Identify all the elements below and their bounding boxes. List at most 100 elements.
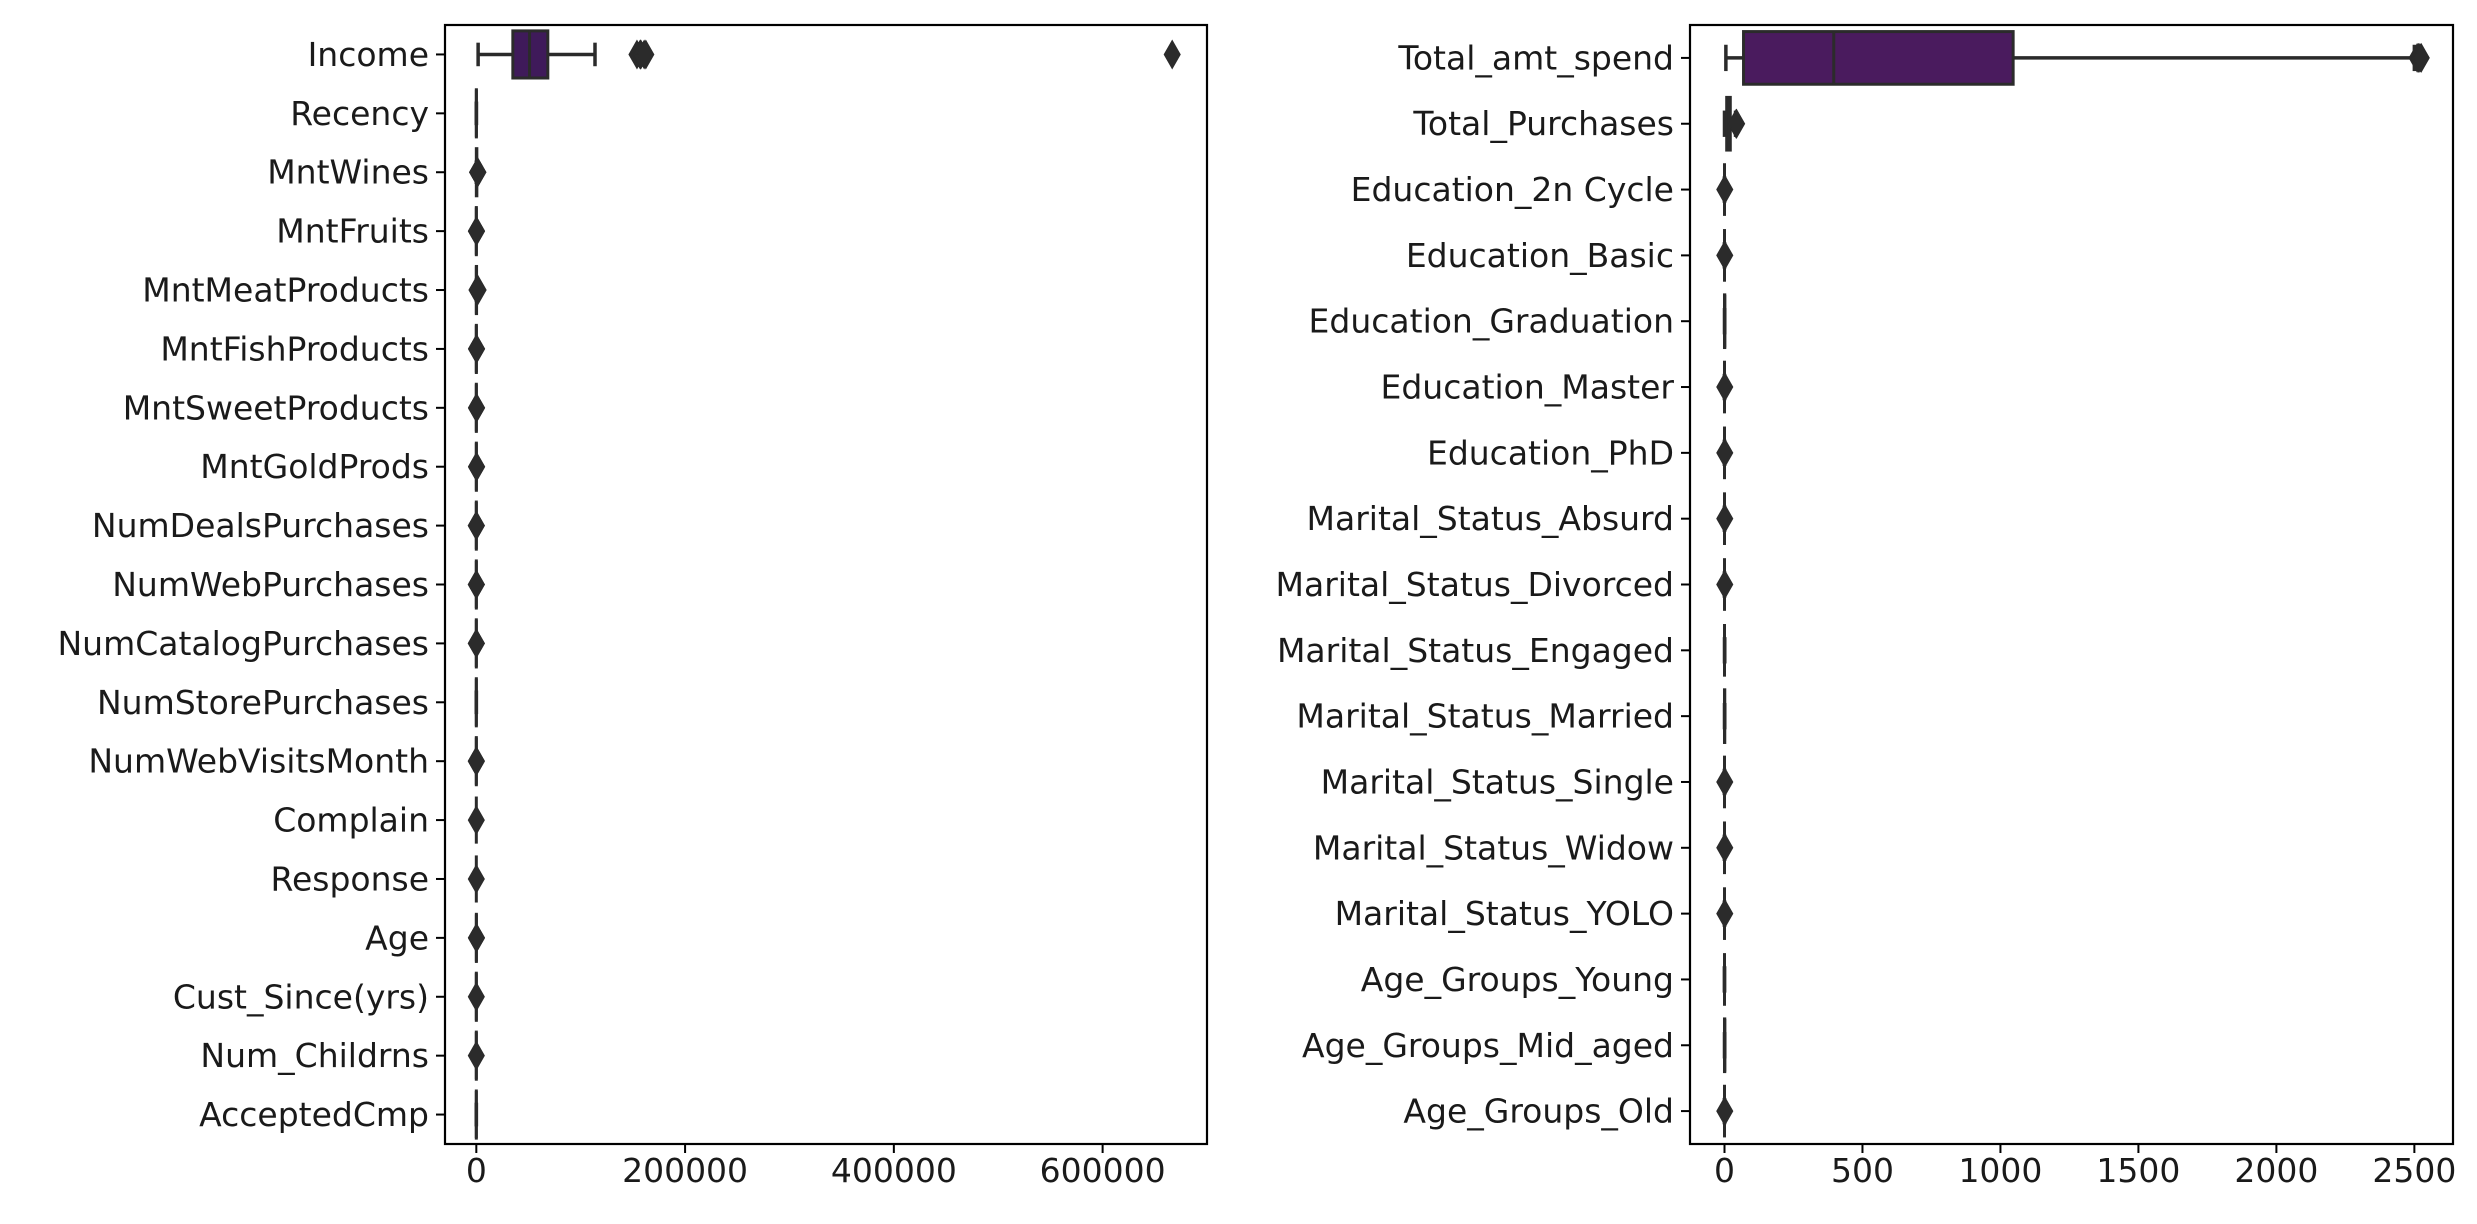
outlier-point: [468, 333, 486, 364]
y-tick-label: Response: [271, 859, 430, 898]
box-Age_Groups_Old: [1716, 1084, 1734, 1138]
y-tick-label: Marital_Status_Widow: [1313, 828, 1674, 867]
box-NumCatalogPurchases: [467, 618, 485, 669]
box-Income: [476, 29, 1181, 80]
box-Marital_Status_Single: [1716, 755, 1734, 809]
box-MntMeatProducts: [468, 264, 487, 316]
outlier-point: [1716, 240, 1734, 271]
box-Marital_Status_Divorced: [1716, 558, 1734, 611]
x-tick-label: 1500: [2096, 1151, 2180, 1190]
outlier-point: [468, 451, 486, 482]
y-tick-label: MntMeatProducts: [142, 271, 429, 310]
y-tick-label: Marital_Status_Single: [1321, 762, 1674, 801]
y-tick-label: NumDealsPurchases: [92, 506, 429, 545]
y-tick-label: NumStorePurchases: [97, 683, 429, 722]
outlier-point: [1716, 832, 1734, 863]
y-tick-label: MntSweetProducts: [123, 388, 429, 427]
y-tick-label: Age: [365, 918, 429, 957]
y-tick-label: MntGoldProds: [200, 447, 429, 486]
x-tick-label: 500: [1831, 1151, 1894, 1190]
y-tick-label: Marital_Status_Absurd: [1307, 499, 1674, 538]
x-tick-label: 600000: [1040, 1151, 1166, 1190]
box-MntSweetProducts: [467, 382, 486, 433]
outlier-point: [467, 981, 485, 1012]
outlier-point: [467, 216, 486, 247]
x-tick-label: 0: [1714, 1151, 1735, 1190]
y-tick-label: Marital_Status_Divorced: [1276, 565, 1674, 604]
box-NumWebVisitsMonth: [467, 736, 485, 787]
y-tick-label: Education_PhD: [1427, 433, 1674, 472]
outlier-point: [467, 569, 485, 600]
y-tick-label: Age_Groups_Young: [1361, 960, 1674, 999]
outlier-point: [2412, 42, 2430, 73]
outlier-point: [468, 392, 486, 423]
box-Age: [467, 912, 486, 963]
y-tick-label: AcceptedCmp: [199, 1095, 429, 1134]
outlier-point: [1163, 39, 1181, 70]
y-tick-label: Marital_Status_Married: [1296, 697, 1674, 736]
y-tick-label: Education_Graduation: [1309, 302, 1674, 341]
y-tick-label: MntFishProducts: [160, 329, 429, 368]
y-tick-label: Total_amt_spend: [1397, 38, 1674, 77]
box-Complain: [467, 796, 485, 844]
iqr-box: [1742, 30, 2015, 86]
y-tick-label: Total_Purchases: [1412, 104, 1674, 143]
outlier-point: [1716, 372, 1734, 403]
x-tick-label: 400000: [831, 1151, 957, 1190]
y-tick-label: Marital_Status_Engaged: [1277, 631, 1674, 670]
y-tick-label: Cust_Since(yrs): [173, 977, 429, 1016]
x-tick-label: 1000: [1958, 1151, 2042, 1190]
box-Marital_Status_Absurd: [1716, 492, 1734, 546]
outlier-point: [467, 510, 485, 541]
box-MntGoldProds: [467, 441, 486, 492]
y-tick-label: NumWebVisitsMonth: [88, 742, 429, 781]
outlier-point: [467, 805, 485, 836]
box-MntWines: [469, 147, 487, 198]
box-NumDealsPurchases: [467, 500, 485, 551]
box-Num_Childrns: [467, 1030, 485, 1081]
y-tick-label: Complain: [273, 801, 429, 840]
box-Total_amt_spend: [1724, 30, 2430, 86]
box-Marital_Status_Widow: [1716, 821, 1734, 875]
outlier-point: [637, 39, 655, 70]
outlier-point: [469, 157, 487, 188]
y-tick-label: Education_Master: [1381, 368, 1675, 407]
outlier-point: [1716, 898, 1734, 929]
outlier-point: [467, 863, 485, 894]
box-NumWebPurchases: [467, 559, 485, 610]
box-Education_2n Cycle: [1716, 163, 1734, 216]
outlier-point: [1716, 503, 1734, 534]
x-tick-label: 0: [466, 1151, 487, 1190]
y-tick-label: Education_2n Cycle: [1351, 170, 1674, 209]
box-Marital_Status_YOLO: [1716, 887, 1734, 940]
outlier-point: [469, 275, 487, 306]
y-tick-label: NumCatalogPurchases: [57, 624, 429, 663]
outlier-point: [467, 628, 485, 659]
y-tick-label: Age_Groups_Old: [1403, 1092, 1674, 1131]
axes-frame: [1688, 23, 2455, 1146]
right-boxplot-panel: Total_amt_spend Total_Purchases Education_…: [1276, 23, 2456, 1190]
left-boxplot-panel: Income Recency MntWines MntFruits MntMeatPro…: [57, 23, 1209, 1190]
x-tick-label: 200000: [622, 1151, 748, 1190]
box-Education_Master: [1716, 360, 1734, 414]
y-tick-label: Recency: [290, 94, 429, 133]
outlier-point: [1716, 766, 1734, 797]
axes-frame: [443, 23, 1209, 1146]
box-MntFishProducts: [467, 323, 486, 374]
y-tick-label: MntWines: [267, 153, 429, 192]
box-MntFruits: [467, 206, 486, 257]
box-Education_PhD: [1716, 426, 1734, 480]
box-Cust_Since(yrs): [467, 971, 485, 1022]
box-Total_Purchases: [1722, 95, 1746, 152]
y-tick-label: Marital_Status_YOLO: [1335, 894, 1674, 933]
outlier-point: [1716, 569, 1734, 600]
outlier-point: [467, 922, 486, 953]
y-tick-label: Education_Basic: [1406, 236, 1674, 275]
box-Education_Basic: [1716, 229, 1734, 282]
outlier-point: [1716, 1096, 1734, 1127]
x-tick-label: 2500: [2372, 1151, 2456, 1190]
outlier-point: [1716, 174, 1734, 205]
box-Response: [467, 855, 485, 903]
y-tick-label: Age_Groups_Mid_aged: [1302, 1026, 1674, 1065]
